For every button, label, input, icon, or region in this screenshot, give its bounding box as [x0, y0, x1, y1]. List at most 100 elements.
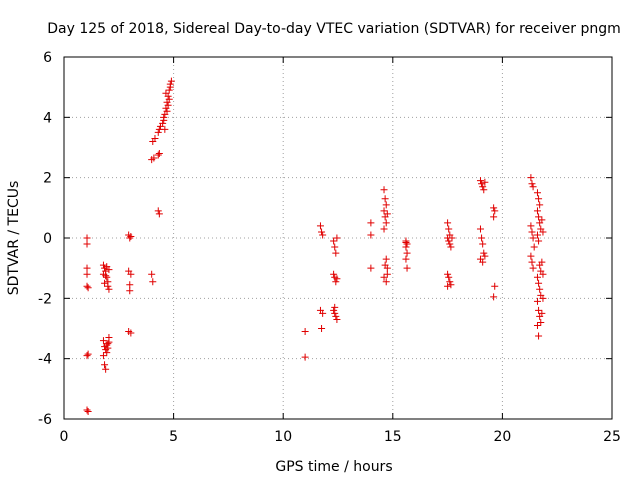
data-point — [447, 243, 455, 251]
data-point — [446, 240, 454, 248]
data-point — [333, 275, 341, 283]
data-point — [535, 213, 543, 221]
x-tick-label: 15 — [384, 429, 402, 445]
data-point — [332, 249, 340, 257]
data-point — [103, 341, 111, 349]
data-point — [332, 312, 340, 320]
data-point — [126, 281, 134, 289]
data-point — [155, 150, 163, 158]
y-tick-label: 0 — [43, 231, 52, 247]
data-point — [380, 273, 388, 281]
data-point — [535, 306, 543, 314]
data-point — [104, 344, 112, 352]
data-point — [538, 258, 546, 266]
data-point — [491, 282, 499, 290]
data-point — [154, 128, 162, 136]
data-point — [103, 349, 111, 357]
data-point — [481, 252, 489, 260]
data-point — [126, 234, 134, 242]
data-point — [162, 89, 170, 97]
data-point — [83, 406, 91, 414]
data-points — [83, 77, 547, 415]
data-point — [331, 303, 339, 311]
data-point — [529, 234, 537, 242]
data-point — [101, 279, 109, 287]
data-point — [150, 154, 158, 162]
data-point — [446, 278, 454, 286]
x-tick-label: 0 — [60, 429, 69, 445]
data-point — [83, 264, 91, 272]
data-point — [105, 285, 113, 293]
data-point — [165, 86, 173, 94]
data-point — [154, 207, 162, 215]
data-point — [161, 125, 169, 133]
data-point — [104, 282, 112, 290]
data-point — [479, 183, 487, 191]
data-point — [159, 119, 167, 127]
x-tick-label: 25 — [603, 429, 621, 445]
data-point — [533, 189, 541, 197]
y-tick-label: 6 — [43, 50, 52, 66]
data-point — [83, 352, 91, 360]
data-point — [83, 234, 91, 242]
data-point — [99, 261, 107, 269]
data-point — [367, 264, 375, 272]
data-point — [101, 361, 109, 369]
y-tick-label: -4 — [38, 352, 52, 368]
data-point — [444, 270, 452, 278]
data-point — [402, 239, 410, 247]
data-point — [367, 219, 375, 227]
data-point — [533, 273, 541, 281]
data-point — [444, 282, 452, 290]
data-point — [331, 243, 339, 251]
data-point — [478, 180, 486, 188]
data-point — [529, 183, 537, 191]
data-point — [403, 240, 411, 248]
data-point — [163, 107, 171, 115]
data-point — [380, 225, 388, 233]
data-point — [167, 77, 175, 85]
data-point — [529, 264, 537, 272]
data-point — [533, 231, 541, 239]
x-tick-label: 5 — [169, 429, 178, 445]
data-point — [155, 210, 163, 218]
data-point — [331, 309, 339, 317]
data-point — [382, 201, 390, 209]
data-point — [528, 258, 536, 266]
data-point — [448, 234, 456, 242]
data-point — [479, 258, 487, 266]
data-point — [83, 240, 91, 248]
data-point — [481, 178, 489, 186]
data-point — [530, 243, 538, 251]
data-point — [330, 270, 338, 278]
data-point — [535, 237, 543, 245]
y-tick-label: -6 — [38, 412, 52, 428]
data-point — [164, 101, 172, 109]
data-point — [319, 309, 327, 317]
data-point — [330, 306, 338, 314]
data-point — [383, 264, 391, 272]
data-point — [535, 332, 543, 340]
data-point — [148, 270, 156, 278]
data-point — [445, 237, 453, 245]
data-point — [127, 270, 135, 278]
data-point — [383, 210, 391, 218]
x-tick-label: 20 — [493, 429, 511, 445]
data-point — [318, 325, 326, 332]
data-point — [367, 231, 375, 239]
data-point — [383, 270, 391, 278]
data-point — [480, 186, 488, 194]
data-point — [333, 315, 341, 323]
data-point — [160, 113, 168, 121]
data-point — [380, 207, 388, 215]
data-point — [535, 195, 543, 203]
data-point — [382, 219, 390, 227]
data-point — [478, 234, 486, 242]
data-point — [445, 225, 453, 233]
data-point — [99, 337, 107, 345]
data-point — [84, 284, 92, 292]
data-point — [103, 273, 111, 281]
data-point — [537, 318, 545, 326]
data-point — [538, 216, 546, 224]
